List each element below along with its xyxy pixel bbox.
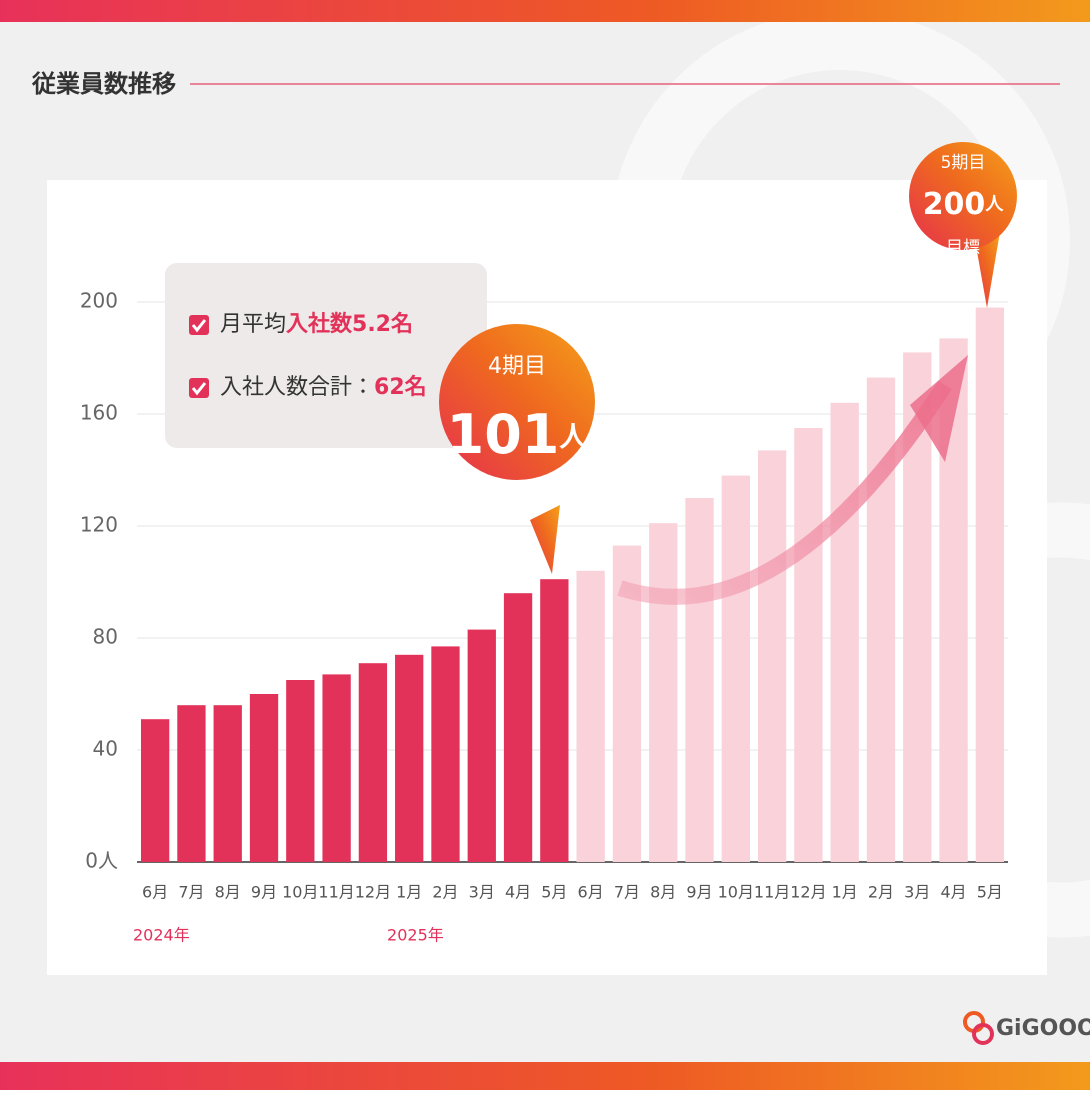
callout-note: 目標	[946, 238, 980, 258]
x-tick-label: 3月	[904, 883, 930, 902]
bar	[685, 498, 714, 862]
bar	[503, 593, 533, 862]
bars	[140, 307, 1005, 863]
x-tick-label: 7月	[178, 883, 204, 902]
callout-value: 101人	[447, 403, 589, 466]
check	[191, 382, 207, 396]
summary-line: 入社人数合計：62名	[220, 374, 427, 400]
y-tick-label: 0人	[85, 849, 118, 873]
x-tick-label: 11月	[318, 883, 354, 902]
x-tick-label: 9月	[251, 883, 277, 902]
x-tick-label: 1月	[832, 883, 858, 902]
callout: 5期目 200人 目標	[909, 142, 1017, 308]
bottom-band	[0, 1062, 1090, 1090]
page-title: 従業員数推移	[31, 70, 176, 98]
callout-number: 200	[923, 187, 986, 222]
y-tick-label: 80	[93, 625, 118, 649]
bar	[358, 663, 388, 862]
bar	[540, 579, 569, 862]
x-tick-label: 2月	[868, 883, 894, 902]
logo: GiGOOO	[963, 1011, 1090, 1045]
x-tick-label: 10月	[282, 883, 318, 902]
bar	[322, 674, 351, 862]
bar	[721, 475, 750, 862]
summary-highlight: 62名	[374, 374, 427, 400]
callout-unit: 人	[984, 194, 1004, 215]
check	[191, 319, 207, 333]
year-label: 2025年	[387, 926, 444, 945]
logo-mark	[972, 1023, 994, 1045]
summary-box: 月平均入社数5.2名 入社人数合計：62名	[165, 263, 487, 448]
callout-bubble	[909, 142, 1017, 250]
bar	[576, 570, 605, 862]
x-tick-label: 10月	[718, 883, 754, 902]
bar	[140, 719, 170, 862]
callout-value: 200人	[923, 187, 1005, 222]
callout-period: 4期目	[488, 354, 546, 379]
callout-tail	[975, 232, 1000, 308]
callout: 4期目 101人	[439, 324, 595, 574]
x-tick-label: 7月	[614, 883, 640, 902]
summary-line: 月平均入社数5.2名	[220, 311, 413, 337]
x-tick-label: 5月	[977, 883, 1003, 902]
checkbox	[189, 315, 209, 335]
bar	[431, 646, 460, 862]
bar	[213, 705, 242, 862]
bar	[467, 629, 496, 862]
year-label: 2024年	[133, 926, 190, 945]
logo-text: GiGOOO	[996, 1016, 1090, 1041]
bar	[975, 307, 1005, 863]
x-tick-label: 2月	[432, 883, 458, 902]
callout-unit: 人	[558, 420, 588, 453]
bar	[649, 523, 678, 862]
bar	[395, 654, 424, 862]
x-tick-label: 8月	[215, 883, 241, 902]
summary-text: 月平均	[220, 312, 286, 337]
x-tick-label: 4月	[505, 883, 531, 902]
x-tick-label: 9月	[686, 883, 712, 902]
bar	[757, 450, 787, 862]
bar	[249, 694, 279, 862]
summary-highlight: 入社数5.2名	[286, 311, 413, 337]
x-tick-label: 12月	[790, 883, 826, 902]
x-tick-label: 6月	[142, 883, 168, 902]
bar	[794, 428, 823, 862]
summary-text: 入社人数合計：	[220, 375, 374, 400]
x-tick-label: 11月	[754, 883, 790, 902]
x-tick-label: 5月	[541, 883, 567, 902]
bar	[177, 705, 206, 862]
x-tick-label: 8月	[650, 883, 676, 902]
bar	[286, 680, 315, 862]
callout-bubble	[439, 324, 595, 480]
summary-bg	[165, 263, 487, 448]
top-band	[0, 0, 1090, 22]
callout-number: 101	[447, 403, 560, 466]
y-tick-label: 200	[80, 289, 118, 313]
checkbox	[189, 378, 209, 398]
bar	[830, 402, 859, 862]
x-tick-label: 12月	[355, 883, 391, 902]
y-tick-label: 120	[80, 513, 118, 537]
y-tick-label: 160	[80, 401, 118, 425]
x-tick-label: 1月	[396, 883, 422, 902]
callout-tail	[530, 505, 560, 574]
x-tick-label: 3月	[469, 883, 495, 902]
arrow-head	[910, 355, 968, 462]
growth-arrow	[617, 380, 952, 605]
y-tick-label: 40	[93, 737, 118, 761]
x-tick-label: 6月	[578, 883, 604, 902]
callout-period: 5期目	[941, 153, 986, 173]
x-tick-label: 4月	[940, 883, 966, 902]
